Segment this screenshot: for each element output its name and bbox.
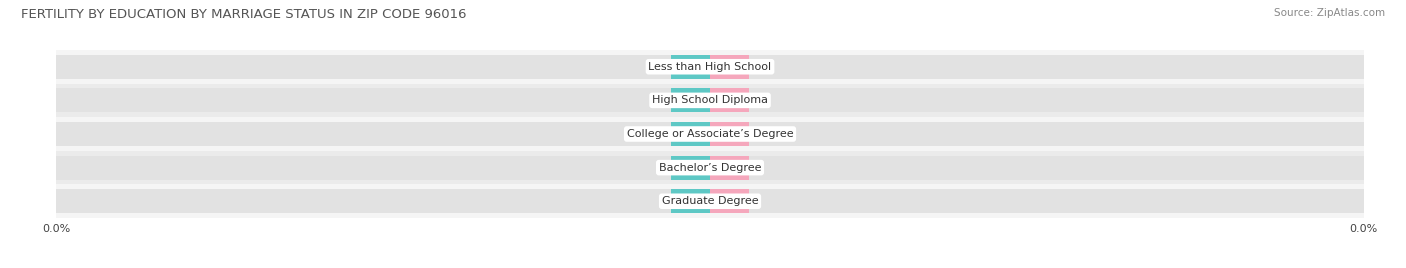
Text: College or Associate’s Degree: College or Associate’s Degree — [627, 129, 793, 139]
Text: 0.0%: 0.0% — [716, 129, 744, 139]
Text: Source: ZipAtlas.com: Source: ZipAtlas.com — [1274, 8, 1385, 18]
Bar — [671, 122, 710, 146]
Bar — [710, 122, 749, 146]
Text: Bachelor’s Degree: Bachelor’s Degree — [659, 163, 761, 173]
Bar — [671, 189, 710, 213]
Text: Less than High School: Less than High School — [648, 62, 772, 72]
Text: 0.0%: 0.0% — [716, 196, 744, 206]
Bar — [56, 84, 1364, 117]
Text: 0.0%: 0.0% — [676, 196, 704, 206]
Bar — [56, 151, 1364, 184]
Bar — [56, 50, 1364, 84]
Text: 0.0%: 0.0% — [676, 62, 704, 72]
Text: 0.0%: 0.0% — [676, 129, 704, 139]
Bar — [56, 122, 1364, 146]
Bar — [710, 55, 749, 79]
Bar — [710, 189, 749, 213]
Bar — [56, 55, 1364, 79]
Bar — [710, 88, 749, 113]
Bar — [671, 55, 710, 79]
Text: High School Diploma: High School Diploma — [652, 95, 768, 105]
Bar — [671, 88, 710, 113]
Text: Graduate Degree: Graduate Degree — [662, 196, 758, 206]
Bar — [56, 88, 1364, 113]
Bar — [671, 155, 710, 180]
Text: 0.0%: 0.0% — [676, 95, 704, 105]
Bar — [56, 155, 1364, 180]
Text: FERTILITY BY EDUCATION BY MARRIAGE STATUS IN ZIP CODE 96016: FERTILITY BY EDUCATION BY MARRIAGE STATU… — [21, 8, 467, 21]
Bar — [710, 155, 749, 180]
Bar — [56, 184, 1364, 218]
Text: 0.0%: 0.0% — [716, 62, 744, 72]
Text: 0.0%: 0.0% — [676, 163, 704, 173]
Bar — [56, 189, 1364, 213]
Text: 0.0%: 0.0% — [716, 163, 744, 173]
Bar — [56, 117, 1364, 151]
Text: 0.0%: 0.0% — [716, 95, 744, 105]
